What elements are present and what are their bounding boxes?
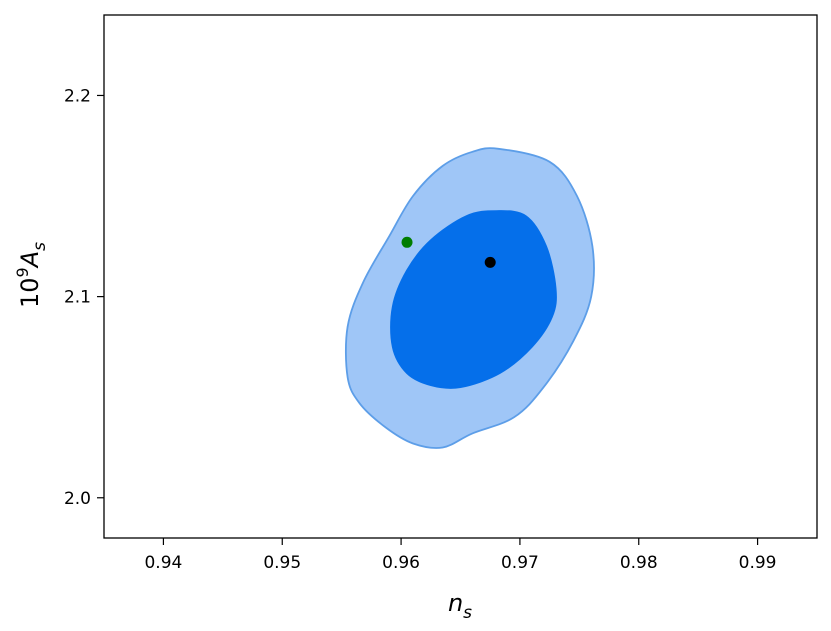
x-tick-label: 0.97	[501, 553, 539, 573]
markers	[401, 236, 496, 268]
y-axis-label-prefix: 10	[16, 277, 44, 308]
y-axis-label-sub: s	[30, 242, 50, 251]
x-tick-label: 0.99	[739, 553, 777, 573]
x-axis-label-base: n	[448, 589, 463, 617]
y-tick-label: 2.1	[64, 288, 91, 308]
x-tick-label: 0.94	[144, 553, 182, 573]
x-tick-label: 0.95	[263, 553, 301, 573]
marker-point-2	[401, 236, 413, 248]
y-axis: 2.0 2.1 2.2	[64, 86, 104, 509]
y-tick-label: 2.0	[64, 489, 91, 509]
plot-frame	[103, 14, 818, 539]
x-axis-label-sub: s	[463, 603, 472, 623]
y-axis-label-base: A	[16, 251, 44, 269]
x-axis: 0.94 0.95 0.96 0.97 0.98 0.99	[144, 538, 777, 573]
y-axis-label-sup: 9	[13, 267, 32, 277]
marker-point-1	[484, 256, 496, 268]
contours	[344, 147, 595, 449]
y-axis-label: 109As	[13, 242, 50, 308]
x-tick-label: 0.98	[620, 553, 658, 573]
x-axis-label: ns	[448, 589, 472, 623]
contour-inner	[390, 210, 557, 389]
y-tick-label: 2.2	[64, 86, 91, 106]
x-tick-label: 0.96	[382, 553, 420, 573]
